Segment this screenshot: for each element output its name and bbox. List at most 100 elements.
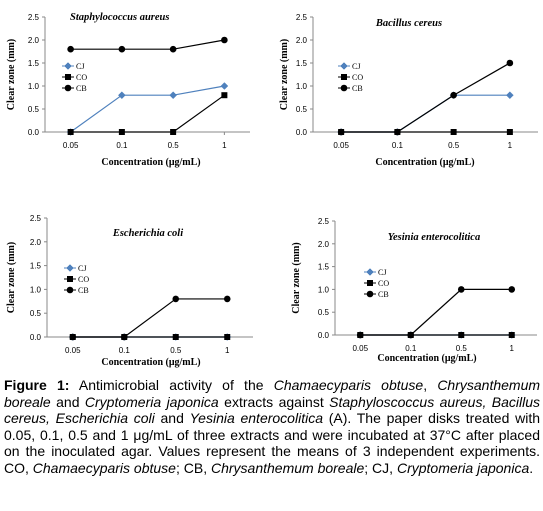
legend-label: CB <box>378 290 389 299</box>
caption-segment: Chamaecyparis obtuse <box>32 459 176 476</box>
chart-title: Escherichia coli <box>112 228 183 239</box>
series-line-co <box>70 94 225 133</box>
y-tick-label: 0.0 <box>30 333 42 342</box>
caption-segment: , <box>423 377 438 393</box>
caption-label: Figure 1: <box>4 377 70 393</box>
legend-label: CJ <box>352 62 360 71</box>
y-tick-label: 2.0 <box>296 36 308 45</box>
legend-marker <box>366 268 374 276</box>
x-tick-label: 0.05 <box>65 346 81 355</box>
x-tick-label: 0.1 <box>405 344 417 353</box>
x-tick-label: 1 <box>508 141 513 150</box>
legend-marker <box>341 74 347 80</box>
x-tick-label: 1 <box>225 346 230 355</box>
legend-label: CO <box>352 73 363 82</box>
x-axis-label: Concentration (μg/mL) <box>377 353 476 364</box>
caption-segment: Cryptomeria japonica <box>396 459 530 476</box>
legend: CJ CO CB <box>62 62 87 93</box>
x-tick-label: 0.05 <box>63 141 79 150</box>
data-point-co <box>118 129 125 135</box>
y-tick-label: 2.5 <box>318 217 330 226</box>
caption-segment: Yesinia enterocolitica <box>189 410 323 427</box>
caption-segment: ; CB, <box>175 459 211 476</box>
y-tick-label: 2.5 <box>28 13 40 22</box>
data-point-cb <box>67 45 74 53</box>
y-tick-label: 1.5 <box>296 59 308 68</box>
data-point-cb <box>118 45 126 53</box>
series-co <box>67 92 228 135</box>
data-point-co <box>506 129 513 135</box>
caption-segment: Chrysanthemum boreale <box>210 459 365 476</box>
x-tick-label: 0.05 <box>333 141 349 150</box>
legend-marker <box>64 84 72 92</box>
legend: CJ CO CB <box>64 264 89 295</box>
y-tick-label: 1.0 <box>296 82 308 91</box>
legend-label: CB <box>76 84 87 93</box>
series-cb <box>67 36 228 53</box>
series-line-cb <box>360 288 512 336</box>
x-tick-label: 1 <box>222 141 227 150</box>
y-tick-label: 2.5 <box>296 13 308 22</box>
caption-segment: and <box>50 393 85 410</box>
data-point-cj <box>506 91 514 100</box>
legend-label: CO <box>78 275 89 284</box>
y-tick-label: 0.0 <box>318 331 330 340</box>
legend-marker <box>67 276 73 282</box>
data-point-cb <box>457 286 465 293</box>
legend: CJ CO CB <box>338 62 363 93</box>
chart-2: 0.0 0.5 1.0 1.5 2.0 2.5 0.05 0.1 0.5 1 Concentrati… <box>279 13 538 168</box>
legend-marker <box>66 264 74 272</box>
data-point-cb <box>394 128 401 136</box>
data-point-cj <box>220 82 229 90</box>
series-line-cb <box>70 39 225 50</box>
x-tick-label: 0.5 <box>170 346 182 355</box>
x-axis-label: Concentration (μg/mL) <box>101 357 200 368</box>
legend-marker <box>367 280 373 286</box>
chart-4: 0.0 0.5 1.0 1.5 2.0 2.5 0.05 0.1 0.5 1 Concentrati… <box>291 217 537 364</box>
legend-label: CB <box>352 84 363 93</box>
caption-segment: Staphyloscoccus aureus, Bacillus cereus,… <box>4 393 540 427</box>
chart-title: Yesinia enterocolitica <box>388 232 480 243</box>
caption-segment: . <box>529 459 534 476</box>
data-point-cb <box>356 331 364 339</box>
data-point-cb <box>508 286 516 293</box>
data-point-co <box>172 334 179 340</box>
data-point-co <box>224 334 231 340</box>
caption-text: Antimicrobial activity of the Chamaecypa… <box>4 377 540 476</box>
y-tick-label: 2.0 <box>30 238 42 247</box>
data-point-cb <box>450 91 457 99</box>
y-tick-label: 1.0 <box>28 82 40 91</box>
data-point-cj <box>118 91 126 100</box>
x-tick-label: 0.05 <box>352 344 368 353</box>
chart-3: 0.0 0.5 1.0 1.5 2.0 2.5 0.05 0.1 0.5 1 Concentrati… <box>6 214 253 368</box>
y-tick-label: 1.0 <box>318 285 330 294</box>
y-axis-label: Clear zone (mm) <box>6 242 17 313</box>
legend-label: CJ <box>78 264 86 273</box>
y-tick-label: 2.5 <box>30 214 42 223</box>
y-axis-label: Clear zone (mm) <box>291 242 302 313</box>
legend-label: CB <box>78 286 89 295</box>
y-tick-label: 1.0 <box>30 285 42 294</box>
data-point-cb <box>223 295 231 303</box>
x-tick-label: 0.5 <box>456 344 468 353</box>
x-axis-label: Concentration (μg/mL) <box>375 157 474 168</box>
chart-title: Bacillus cereus <box>375 18 442 29</box>
series-cb <box>69 295 231 341</box>
legend-label: CO <box>378 279 389 288</box>
caption-segment: Chrysanthemum boreale <box>4 377 541 410</box>
y-tick-label: 0.5 <box>30 309 42 318</box>
y-tick-label: 0.5 <box>318 308 330 317</box>
caption-segment: extracts against <box>218 393 330 410</box>
caption-segment: ; CJ, <box>364 459 397 476</box>
legend-marker <box>65 74 71 80</box>
caption-segment: Antimicrobial activity of the <box>69 377 274 393</box>
y-tick-label: 0.5 <box>28 105 40 114</box>
data-point-co <box>221 92 228 99</box>
data-point-co <box>458 332 465 338</box>
figure-caption: Figure 1: Antimicrobial activity of the … <box>4 377 540 477</box>
chart-1: 0.0 0.5 1.0 1.5 2.0 2.5 0.05 0.1 0.5 1 Concentrati… <box>6 12 250 168</box>
x-tick-label: 0.1 <box>392 141 404 150</box>
data-point-cb <box>120 333 128 341</box>
data-point-cb <box>69 333 77 341</box>
y-tick-label: 0.5 <box>296 105 308 114</box>
